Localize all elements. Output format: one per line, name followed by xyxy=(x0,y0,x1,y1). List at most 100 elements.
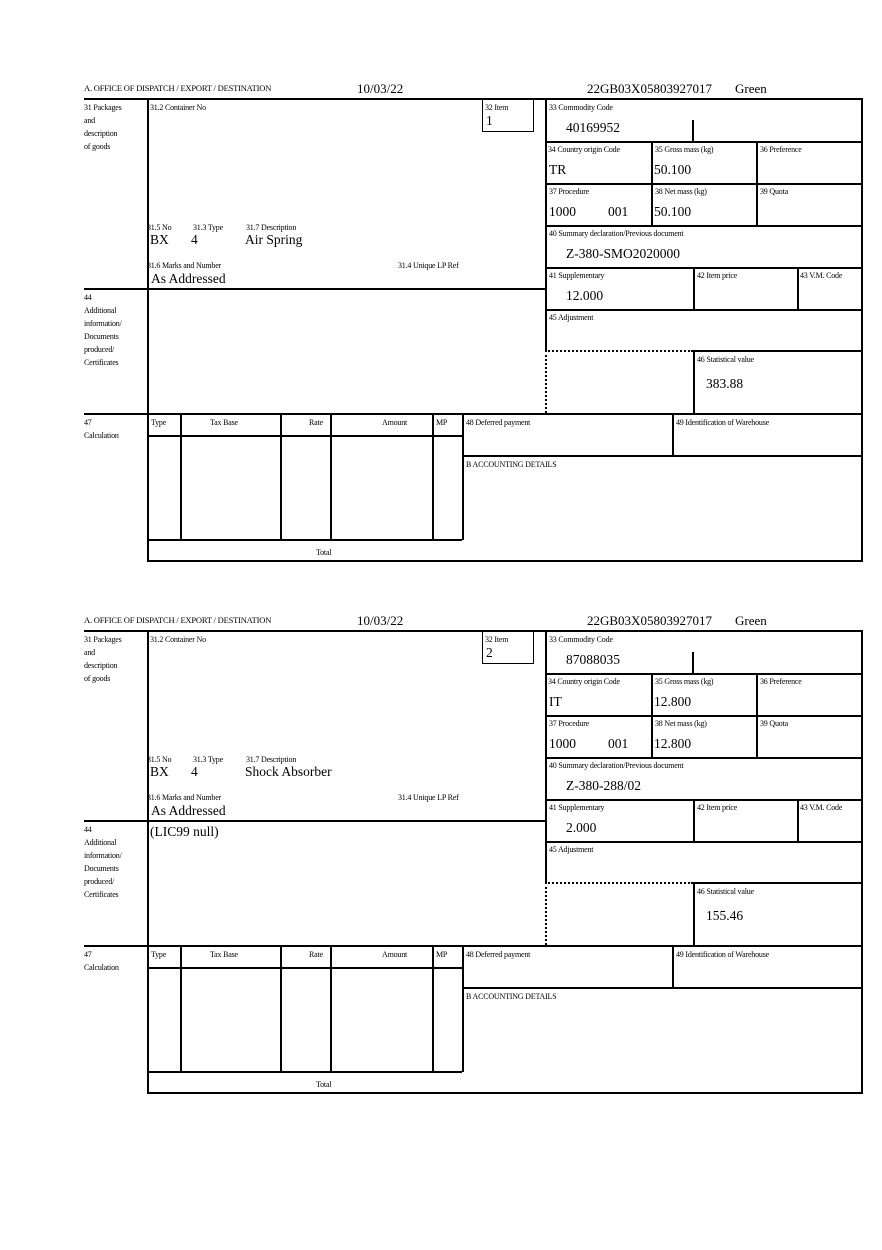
warehouse-label: 49 Identification of Warehouse xyxy=(676,418,769,427)
col-mp: MP xyxy=(436,950,448,959)
item-label: 32 Item xyxy=(485,103,509,112)
statistical-label: 46 Statistical value xyxy=(697,887,754,896)
divider xyxy=(545,183,862,185)
divider xyxy=(651,673,653,757)
vm-code-label: 43 V.M. Code xyxy=(800,803,843,812)
date: 10/03/22 xyxy=(357,613,404,628)
quota-label: 39 Quota xyxy=(760,719,788,728)
divider xyxy=(147,1092,863,1094)
divider xyxy=(462,455,862,457)
divider xyxy=(147,967,462,969)
gross-mass-label: 35 Gross mass (kg) xyxy=(655,145,714,154)
item-value: 1 xyxy=(486,113,493,128)
divider xyxy=(693,882,862,884)
divider xyxy=(147,630,149,1093)
divider xyxy=(651,141,653,225)
description-label: 31.7 Description xyxy=(246,223,297,232)
customs-declaration-item: A. OFFICE OF DISPATCH / EXPORT / DESTINA… xyxy=(0,614,882,1110)
divider xyxy=(432,413,434,539)
divider xyxy=(147,1071,462,1073)
divider xyxy=(280,945,282,1071)
preference-label: 36 Preference xyxy=(760,145,802,154)
date: 10/03/22 xyxy=(357,81,404,96)
warehouse-label: 49 Identification of Warehouse xyxy=(676,950,769,959)
pkg-no-value: BX xyxy=(150,764,169,779)
box31-label: 31 Packages xyxy=(84,635,122,644)
box44-label: produced/ xyxy=(84,877,115,886)
deferred-label: 48 Deferred payment xyxy=(466,418,531,427)
office-label: A. OFFICE OF DISPATCH / EXPORT / DESTINA… xyxy=(84,615,272,625)
divider xyxy=(693,799,695,841)
divider xyxy=(84,630,863,632)
divider xyxy=(692,652,694,673)
commodity-value: 87088035 xyxy=(566,652,620,667)
divider xyxy=(797,267,799,309)
commodity-value: 40169952 xyxy=(566,120,620,135)
supplementary-label: 41 Supplementary xyxy=(549,271,605,280)
col-rate: Rate xyxy=(309,950,323,959)
col-mp: MP xyxy=(436,418,448,427)
divider xyxy=(280,413,282,539)
commodity-label: 33 Commodity Code xyxy=(549,635,613,644)
box44-label: Additional xyxy=(84,838,117,847)
box44-label: 44 xyxy=(84,293,92,302)
unique-ref-label: 31.4 Unique LP Ref xyxy=(398,261,459,270)
adjustment-label: 45 Adjustment xyxy=(549,313,594,322)
vm-code-label: 43 V.M. Code xyxy=(800,271,843,280)
divider xyxy=(693,350,695,413)
divider xyxy=(84,288,546,290)
unique-ref-label: 31.4 Unique LP Ref xyxy=(398,793,459,802)
box31-label: of goods xyxy=(84,674,111,683)
accounting-label: B ACCOUNTING DETAILS xyxy=(466,992,557,1001)
preference-label: 36 Preference xyxy=(760,677,802,686)
box44-label: information/ xyxy=(84,851,122,860)
divider xyxy=(330,945,332,1071)
box31-label: and xyxy=(84,116,95,125)
commodity-label: 33 Commodity Code xyxy=(549,103,613,112)
procedure-add-value: 001 xyxy=(608,204,629,219)
dotted-divider xyxy=(545,350,693,352)
item-price-label: 42 Item price xyxy=(697,271,738,280)
box31-label: and xyxy=(84,648,95,657)
item-value: 2 xyxy=(486,645,493,660)
col-type: Type xyxy=(151,418,167,427)
route-status: Green xyxy=(735,81,767,96)
item-label: 32 Item xyxy=(485,635,509,644)
marks-value: As Addressed xyxy=(151,271,226,286)
pkg-type-value: 4 xyxy=(191,232,198,247)
statistical-label: 46 Statistical value xyxy=(697,355,754,364)
divider xyxy=(84,413,863,415)
box31-label: 31 Packages xyxy=(84,103,122,112)
customs-declaration-item: A. OFFICE OF DISPATCH / EXPORT / DESTINA… xyxy=(0,82,882,578)
divider xyxy=(545,673,862,675)
supplementary-value: 2.000 xyxy=(566,820,597,835)
item-box xyxy=(482,630,534,664)
pkg-type-label: 31.3 Type xyxy=(193,223,223,232)
procedure-add-value: 001 xyxy=(608,736,629,751)
container-label: 31.2 Container No xyxy=(150,635,206,644)
description-value: Shock Absorber xyxy=(245,764,332,779)
statistical-value: 383.88 xyxy=(706,376,744,391)
box44-label: Certificates xyxy=(84,358,119,367)
divider xyxy=(545,267,862,269)
divider xyxy=(147,98,149,561)
pkg-type-label: 31.3 Type xyxy=(193,755,223,764)
office-label: A. OFFICE OF DISPATCH / EXPORT / DESTINA… xyxy=(84,83,272,93)
country-label: 34 Country origin Code xyxy=(548,677,620,686)
box44-label: 44 xyxy=(84,825,92,834)
divider xyxy=(693,882,695,945)
divider xyxy=(545,715,862,717)
divider xyxy=(180,945,182,1071)
divider xyxy=(672,945,674,987)
procedure-label: 37 Procedure xyxy=(549,719,590,728)
additional-info-value: (LIC99 null) xyxy=(150,824,219,839)
supplementary-value: 12.000 xyxy=(566,288,604,303)
box44-label: Additional xyxy=(84,306,117,315)
box47-label: 47 xyxy=(84,418,92,427)
pkg-no-label: 31.5 No xyxy=(147,223,172,232)
country-value: TR xyxy=(549,162,567,177)
divider xyxy=(432,945,434,1071)
procedure-value: 1000 xyxy=(549,736,576,751)
divider xyxy=(330,413,332,539)
divider xyxy=(462,413,464,540)
